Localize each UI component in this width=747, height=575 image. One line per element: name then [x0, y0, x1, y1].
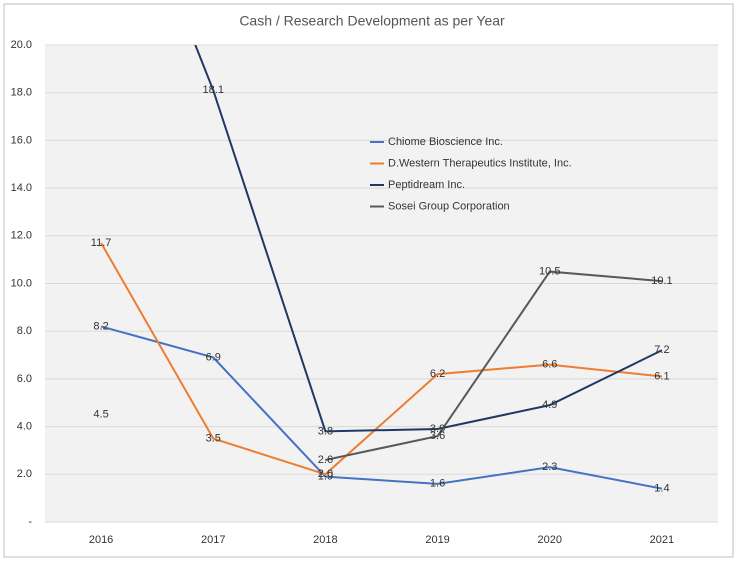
y-tick-label: 8.0 [17, 325, 32, 337]
y-tick-label: 6.0 [17, 373, 32, 385]
data-label: 6.1 [654, 370, 669, 382]
x-tick-label: 2017 [201, 534, 225, 546]
data-label: 2.6 [318, 454, 333, 466]
x-tick-label: 2021 [650, 534, 674, 546]
data-label: 3.6 [430, 430, 445, 442]
y-tick-label: 16.0 [11, 134, 32, 146]
x-tick-label: 2016 [89, 534, 113, 546]
labels: 8.2 6.9 1.9 1.6 2.3 1.4 11.7 3.5 2.0 6.2 6.6 6.1 18.… [91, 84, 673, 494]
data-label: 3.5 [206, 432, 221, 444]
data-label: 3.9 [430, 423, 445, 435]
data-label: 6.2 [430, 368, 445, 380]
data-label: 10.5 [539, 265, 560, 277]
y-tick-label: 18.0 [11, 87, 32, 99]
data-label: 1.6 [430, 478, 445, 490]
legend-label: Sosei Group Corporation [388, 200, 510, 212]
data-label: 4.5 [93, 409, 108, 421]
y-tick-label: 2.0 [17, 468, 32, 480]
series-line [194, 45, 663, 433]
legend-label: D.Western Therapeutics Institute, Inc. [388, 157, 572, 169]
legend-label: Peptidream Inc. [388, 179, 465, 191]
data-label: 8.2 [93, 320, 108, 332]
data-label: 6.6 [542, 358, 557, 370]
y-tick-label: 12.0 [11, 230, 32, 242]
chart-title: Cash / Research Development as per Year [239, 13, 505, 29]
legend-label: Chiome Bioscience Inc. [388, 136, 503, 148]
series-line [325, 270, 663, 461]
data-label: 10.1 [651, 275, 672, 287]
data-label: 11.7 [91, 237, 112, 249]
y-tick-label: - [28, 516, 32, 528]
data-label: 3.8 [318, 425, 333, 437]
data-label: 6.9 [206, 351, 221, 363]
data-label: 7.2 [654, 344, 669, 356]
data-label: 4.9 [542, 399, 557, 411]
y-tick-label: 4.0 [17, 421, 32, 433]
x-tick-label: 2019 [425, 534, 449, 546]
y-tick-label: 20.0 [11, 39, 32, 51]
series-line [100, 242, 663, 476]
y-tick-label: 14.0 [11, 182, 32, 194]
data-label: 1.9 [318, 471, 333, 483]
y-tick-label: 10.0 [11, 277, 32, 289]
x-tick-label: 2018 [313, 534, 337, 546]
lines [100, 45, 663, 490]
series-line [100, 325, 663, 490]
x-tick-label: 2020 [538, 534, 562, 546]
data-label: 2.0 [318, 468, 333, 480]
data-label: 18.1 [203, 84, 224, 96]
data-label: 1.4 [654, 483, 669, 495]
data-label: 2.3 [542, 461, 557, 473]
grid: - 2.0 4.0 6.0 8.0 10.0 12.0 14.0 16.0 18.0 20.0 201… [11, 39, 718, 546]
